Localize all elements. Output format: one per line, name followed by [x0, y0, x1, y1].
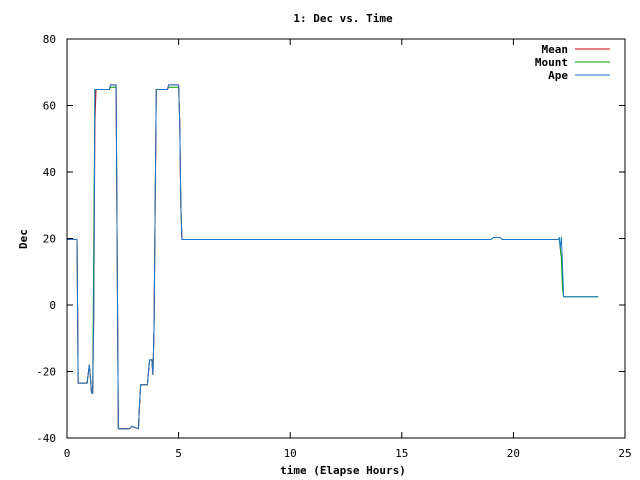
y-tick-label: -40 [36, 432, 56, 445]
x-tick-label: 20 [507, 447, 520, 460]
x-tick-label: 15 [395, 447, 408, 460]
y-tick-label: 20 [43, 233, 56, 246]
legend-label-mount: Mount [535, 56, 568, 69]
y-tick-label: 0 [49, 299, 56, 312]
y-axis-title: Dec [17, 229, 30, 249]
y-tick-label: 60 [43, 100, 56, 113]
series-line-mount [67, 86, 599, 430]
x-axis-title: time (Elapse Hours) [280, 464, 406, 477]
y-tick-label: -20 [36, 366, 56, 379]
legend-label-mean: Mean [542, 43, 569, 56]
x-tick-label: 10 [284, 447, 297, 460]
tick-layer: 0 5 10 15 20 25 -40 -20 0 20 40 60 80 [36, 33, 632, 460]
y-tick-label: 80 [43, 33, 56, 46]
y-tick-label: 40 [43, 166, 56, 179]
series-line-mean [67, 84, 391, 430]
x-tick-label: 5 [175, 447, 182, 460]
plot-frame [66, 38, 626, 439]
legend-label-ape: Ape [548, 69, 568, 82]
chart-title: 1: Dec vs. Time [293, 12, 393, 25]
x-tick-label: 25 [618, 447, 631, 460]
series-layer [67, 84, 599, 430]
series-line-ape [67, 84, 599, 430]
x-tick-label: 0 [64, 447, 71, 460]
